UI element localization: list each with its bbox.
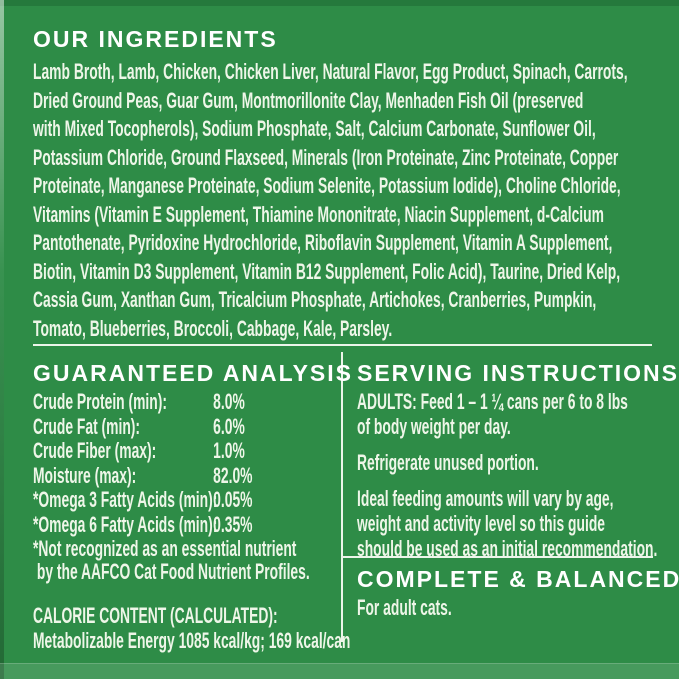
- analysis-row-value: 8.0%: [213, 389, 245, 414]
- serving-instructions-heading: SERVING INSTRUCTIONS: [357, 360, 679, 386]
- calorie-content-value: Metabolizable Energy 1085 kcal/kg; 169 k…: [33, 627, 351, 653]
- ingredients-heading: OUR INGREDIENTS: [33, 26, 278, 52]
- text-line: Refrigerate unused portion.: [357, 450, 539, 475]
- text-line: should be used as an initial recommendat…: [357, 536, 658, 561]
- label-top-edge-shading: [0, 0, 679, 6]
- analysis-row-value: 0.05%: [213, 487, 253, 512]
- text-line: Tomato, Blueberries, Broccoli, Cabbage, …: [33, 315, 393, 341]
- calorie-content-block: CALORIE CONTENT (CALCULATED): Metaboliza…: [33, 603, 650, 653]
- text-line: Pantothenate, Pyridoxine Hydrochloride, …: [33, 230, 613, 255]
- analysis-row-label: *Omega 6 Fatty Acids (min):: [33, 511, 218, 537]
- text-line: with Mixed Tocopherols), Sodium Phosphat…: [33, 116, 596, 141]
- vertical-column-divider: [341, 352, 343, 642]
- analysis-row: *Omega 3 Fatty Acids (min): 0.05%: [33, 487, 650, 513]
- text-line: Vitamins (Vitamin E Supplement, Thiamine…: [33, 201, 604, 227]
- text-line: Cassia Gum, Xanthan Gum, Tricalcium Phos…: [33, 287, 597, 312]
- horizontal-divider-right-column: [341, 556, 653, 558]
- horizontal-divider-main: [33, 344, 652, 346]
- aafco-footnote: *Not recognized as an essential nutrient…: [33, 536, 650, 584]
- text-line: Biotin, Vitamin D3 Supplement, Vitamin B…: [33, 258, 621, 284]
- text-line: Lamb Broth, Lamb, Chicken, Chicken Liver…: [33, 59, 628, 84]
- analysis-row: Crude Protein (min): 8.0%: [33, 389, 650, 415]
- analysis-row-label: Moisture (max):: [33, 462, 137, 488]
- ingredients-section: OUR INGREDIENTS Lamb Broth, Lamb, Chicke…: [33, 26, 679, 343]
- text-line: *Not recognized as an essential nutrient: [33, 536, 297, 561]
- text-line: Ideal feeding amounts will vary by age,: [357, 486, 614, 511]
- text-line: Dried Ground Peas, Guar Gum, Montmorillo…: [33, 87, 584, 113]
- text-line: of body weight per day.: [357, 414, 511, 439]
- analysis-row: Moisture (max): 82.0%: [33, 462, 650, 489]
- label-left-edge-shading: [0, 0, 4, 679]
- text-line: Potassium Chloride, Ground Flaxseed, Min…: [33, 144, 619, 170]
- guaranteed-analysis-table: Crude Protein (min): 8.0% Crude Fat (min):…: [33, 389, 650, 538]
- analysis-row-label: Crude Fat (min):: [33, 413, 141, 439]
- label-bottom-edge-shading: [0, 663, 679, 679]
- serving-instructions-section: SERVING INSTRUCTIONS ADULTS: Feed 1 – 1 …: [357, 360, 679, 561]
- analysis-row: Crude Fiber (max): 1.0%: [33, 438, 650, 464]
- serving-refrigerate-paragraph: Refrigerate unused portion.: [357, 450, 679, 475]
- analysis-row-value: 1.0%: [213, 438, 245, 463]
- calorie-content-heading: CALORIE CONTENT (CALCULATED):: [33, 603, 278, 628]
- serving-ideal-amounts-paragraph: Ideal feeding amounts will vary by age, w…: [357, 486, 679, 561]
- serving-adults-paragraph: ADULTS: Feed 1 – 1 ¼ cans per 6 to 8 lbs…: [357, 389, 679, 439]
- analysis-row-label: *Omega 3 Fatty Acids (min):: [33, 487, 218, 512]
- guaranteed-analysis-heading: GUARANTEED ANALYSIS: [33, 360, 353, 386]
- analysis-row-value: 0.35%: [213, 511, 253, 537]
- ingredients-text: Lamb Broth, Lamb, Chicken, Chicken Liver…: [33, 58, 650, 343]
- complete-balanced-text: For adult cats.: [357, 595, 452, 620]
- text-line: weight and activity level so this guide: [357, 511, 606, 536]
- analysis-row-label: Crude Protein (min):: [33, 389, 167, 414]
- analysis-row: *Omega 6 Fatty Acids (min): 0.35%: [33, 511, 650, 538]
- analysis-row-value: 82.0%: [213, 462, 253, 488]
- complete-balanced-section: COMPLETE & BALANCED For adult cats.: [357, 566, 679, 623]
- text-line: ADULTS: Feed 1 – 1 ¼ cans per 6 to 8 lbs: [357, 389, 628, 414]
- analysis-row-value: 6.0%: [213, 413, 245, 439]
- analysis-row: Crude Fat (min): 6.0%: [33, 413, 650, 440]
- analysis-row-label: Crude Fiber (max):: [33, 438, 157, 463]
- complete-balanced-heading: COMPLETE & BALANCED: [357, 566, 679, 592]
- text-line: Proteinate, Manganese Proteinate, Sodium…: [33, 173, 621, 198]
- text-line: by the AAFCO Cat Food Nutrient Profiles.: [33, 558, 310, 584]
- guaranteed-analysis-section: GUARANTEED ANALYSIS Crude Protein (min):…: [33, 360, 353, 653]
